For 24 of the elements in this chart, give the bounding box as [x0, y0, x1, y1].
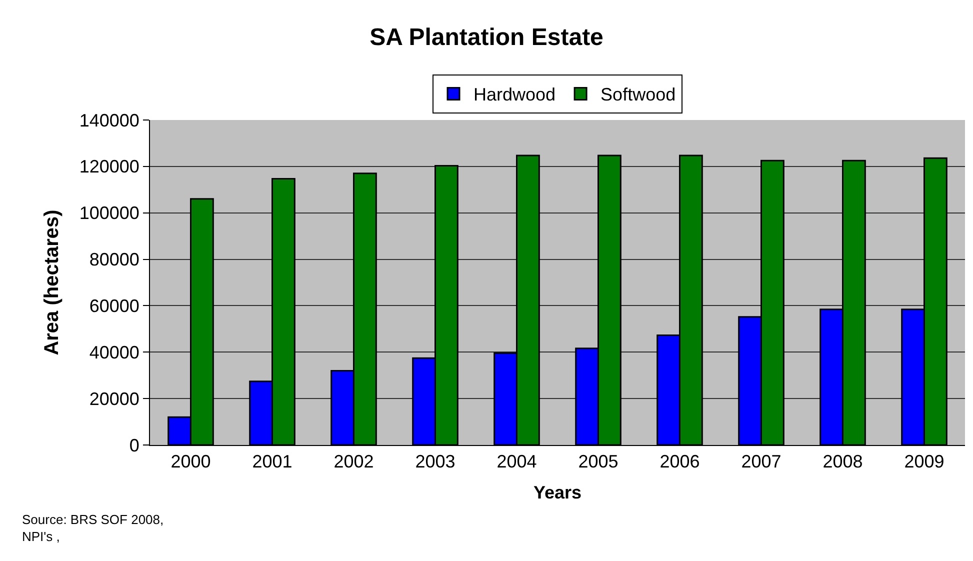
x-tick-label: 2004	[496, 452, 537, 472]
x-tick-label: 2006	[660, 452, 700, 472]
y-tick-label: 20000	[89, 388, 140, 409]
y-tick-label: 100000	[79, 203, 140, 224]
x-axis-title: Years	[533, 482, 582, 503]
y-tick-label: 40000	[89, 342, 140, 362]
y-axis-title: Area (hectares)	[40, 210, 63, 356]
x-tick-label: 2007	[741, 452, 782, 472]
legend-label: Hardwood	[474, 84, 556, 105]
y-tick-label: 80000	[89, 250, 140, 270]
chart-title: SA Plantation Estate	[370, 24, 604, 51]
x-tick-label: 2001	[252, 452, 292, 472]
legend-label: Softwood	[600, 84, 676, 105]
x-tick-label: 2009	[904, 452, 944, 472]
x-tick-label: 2000	[170, 452, 211, 472]
x-tick-label: 2003	[415, 452, 456, 472]
y-tick-label: 140000	[79, 110, 140, 130]
x-tick-label: 2002	[334, 452, 374, 472]
y-tick-label: 120000	[79, 156, 140, 177]
y-tick-label: 0	[129, 435, 140, 456]
y-tick-label: 60000	[89, 296, 140, 316]
x-tick-label: 2005	[578, 452, 618, 472]
source-note: Source: BRS SOF 2008, NPI's ,	[22, 512, 164, 544]
x-tick-label: 2008	[822, 452, 863, 472]
